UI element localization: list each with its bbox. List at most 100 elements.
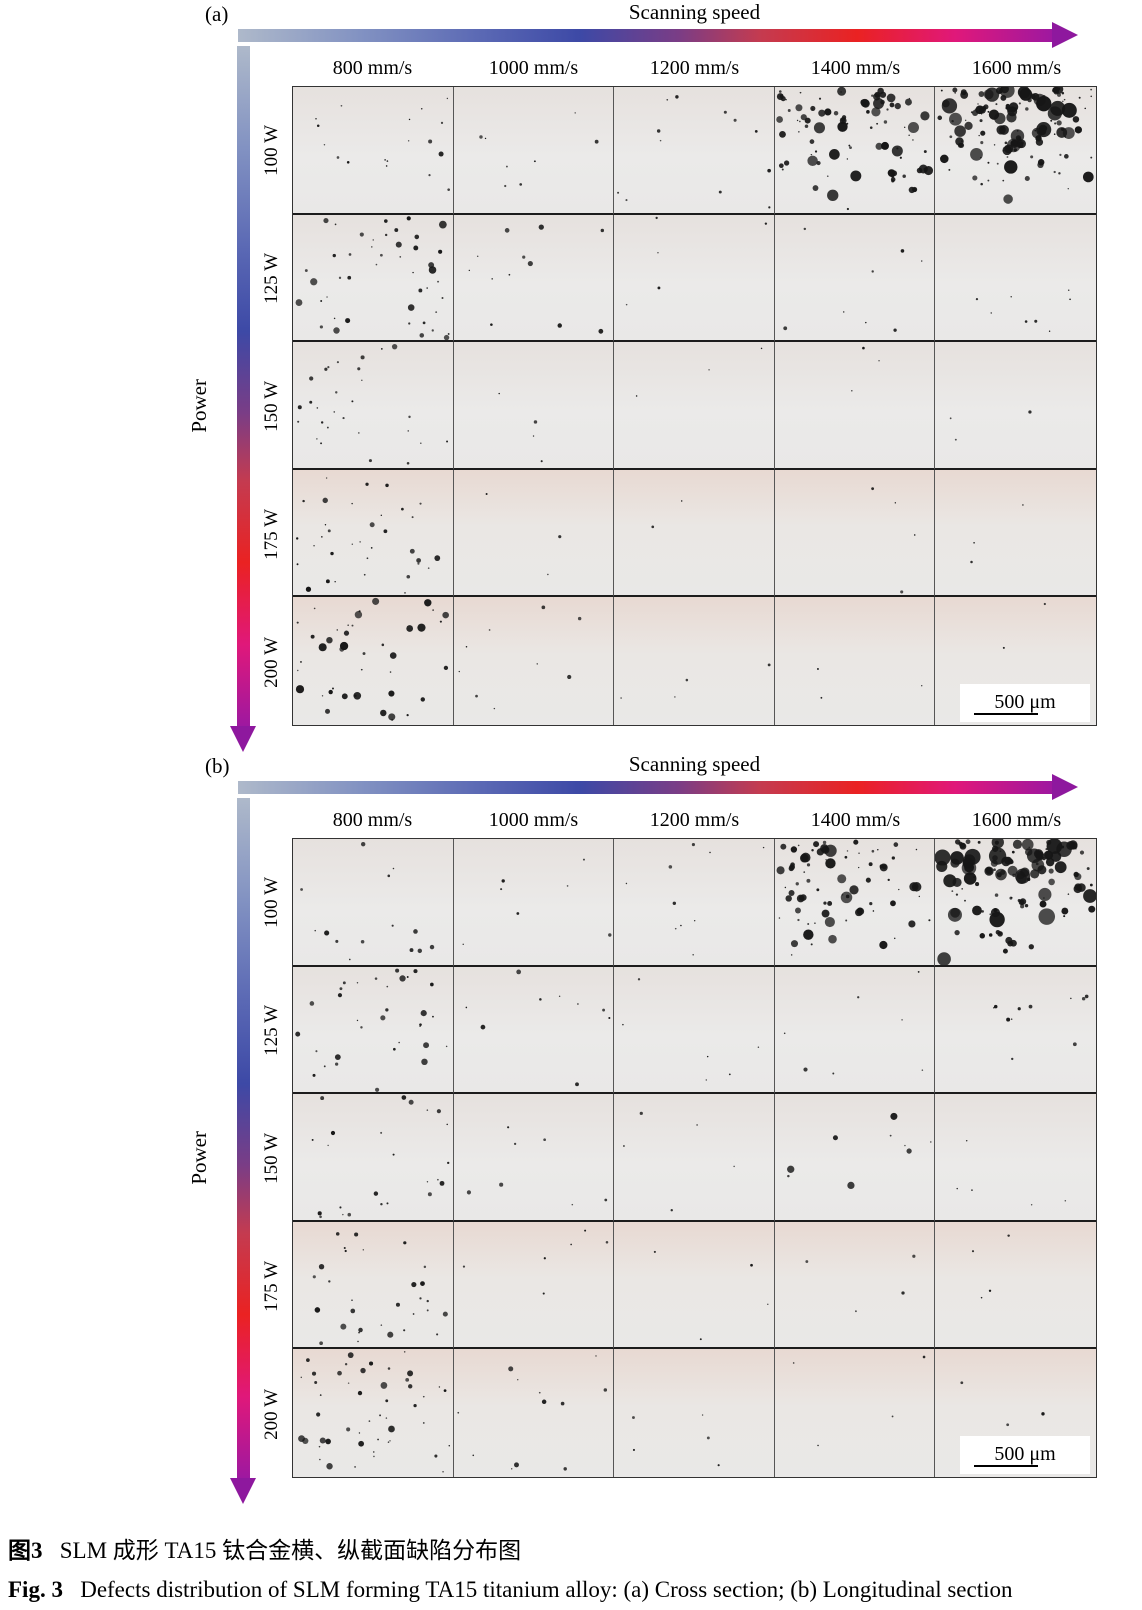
micrograph-cell xyxy=(935,214,1096,343)
row-label-text: 100 W xyxy=(261,124,282,176)
row-label-text: 200 W xyxy=(261,1388,282,1440)
micrograph-cell xyxy=(614,1094,775,1222)
x-axis-title: Scanning speed xyxy=(628,0,761,24)
micrograph-cell xyxy=(293,839,454,967)
x-axis-arrow-shaft xyxy=(238,29,1053,42)
micrograph-cell xyxy=(614,839,775,967)
micrograph-cell xyxy=(453,839,615,967)
y-axis-arrow-shaft xyxy=(237,798,250,1478)
column-label: 1400 mm/s xyxy=(810,57,901,79)
micrograph-grid xyxy=(292,86,1097,726)
micrograph-cell xyxy=(293,1349,454,1477)
micrograph-cell xyxy=(774,1349,936,1477)
caption-chinese-label: 图3 xyxy=(8,1538,43,1563)
micrograph-cell xyxy=(293,1094,454,1222)
panel-b: (b) Scanning speed 800 mm/s 1000 mm/s 12… xyxy=(0,752,1142,1504)
micrograph-cell xyxy=(453,1349,615,1477)
row-label-text: 125 W xyxy=(261,1004,282,1056)
column-label: 1600 mm/s xyxy=(971,809,1062,831)
micrograph-cell xyxy=(614,214,775,343)
micrograph-cell xyxy=(935,87,1096,215)
micrograph-grid xyxy=(292,838,1097,1478)
caption-english: Fig. 3 Defects distribution of SLM formi… xyxy=(8,1577,1013,1603)
micrograph-cell xyxy=(774,966,936,1095)
x-axis-arrowhead-icon xyxy=(1052,22,1078,48)
micrograph-cell xyxy=(774,87,936,215)
scale-bar: 500 μm xyxy=(960,1436,1090,1474)
panel-a-letter: (a) xyxy=(205,2,229,26)
row-label-text: 175 W xyxy=(261,508,282,560)
micrograph-cell xyxy=(935,1221,1096,1350)
micrograph-cell xyxy=(453,1094,615,1222)
micrograph-cell xyxy=(774,839,936,967)
row-label: 175 W xyxy=(256,1222,288,1350)
x-axis-arrow-shaft xyxy=(238,781,1053,794)
micrograph-cell xyxy=(935,342,1096,470)
micrograph-cell xyxy=(293,87,454,215)
micrograph-cell xyxy=(614,1349,775,1477)
scale-bar-line xyxy=(974,1465,1038,1467)
column-labels: 800 mm/s 1000 mm/s 1200 mm/s 1400 mm/s 1… xyxy=(292,54,1097,82)
y-axis-arrow-shaft xyxy=(237,46,250,726)
row-label-text: 175 W xyxy=(261,1260,282,1312)
y-axis-title-text: Power xyxy=(186,1131,211,1185)
micrograph-cell xyxy=(774,1094,936,1222)
column-label: 1400 mm/s xyxy=(810,809,901,831)
x-axis-arrowhead-icon xyxy=(1052,774,1078,800)
micrograph-cell xyxy=(293,469,454,598)
micrograph-cell xyxy=(935,966,1096,1095)
micrograph-cell xyxy=(935,1094,1096,1222)
micrograph-cell xyxy=(614,469,775,598)
row-label: 200 W xyxy=(256,598,288,726)
row-label: 125 W xyxy=(256,214,288,342)
y-axis-title-text: Power xyxy=(186,379,211,433)
micrograph-cell xyxy=(453,87,615,215)
micrograph-cell xyxy=(293,342,454,470)
micrograph-cell xyxy=(774,214,936,343)
row-label: 150 W xyxy=(256,342,288,470)
micrograph-cell xyxy=(774,1221,936,1350)
y-axis-arrowhead-icon xyxy=(230,726,256,752)
row-labels: 100 W 125 W 150 W 175 W 200 W xyxy=(256,838,288,1478)
row-label: 175 W xyxy=(256,470,288,598)
scale-bar-label: 500 μm xyxy=(994,691,1056,713)
micrograph-cell xyxy=(774,597,936,725)
micrograph-cell xyxy=(293,1221,454,1350)
micrograph-cell xyxy=(293,214,454,343)
panel-a: (a) Scanning speed 800 mm/s 1000 mm/s 12… xyxy=(0,0,1142,752)
column-label: 1000 mm/s xyxy=(488,57,579,79)
column-label: 1200 mm/s xyxy=(649,809,740,831)
y-axis-arrowhead-icon xyxy=(230,1478,256,1504)
micrograph-cell xyxy=(935,839,1096,967)
micrograph-cell xyxy=(774,342,936,470)
row-label-text: 200 W xyxy=(261,636,282,688)
panel-b-letter: (b) xyxy=(205,754,230,778)
row-labels: 100 W 125 W 150 W 175 W 200 W xyxy=(256,86,288,726)
row-label: 150 W xyxy=(256,1094,288,1222)
micrograph-cell xyxy=(453,966,615,1095)
scale-bar: 500 μm xyxy=(960,684,1090,722)
y-axis-title: Power xyxy=(186,838,212,1478)
scale-bar-label: 500 μm xyxy=(994,1443,1056,1465)
column-label: 1600 mm/s xyxy=(971,57,1062,79)
caption-chinese: 图3 SLM 成形 TA15 钛合金横、纵截面缺陷分布图 xyxy=(8,1531,521,1565)
column-label: 800 mm/s xyxy=(332,57,413,79)
micrograph-cell xyxy=(453,597,615,725)
micrograph-cell xyxy=(774,469,936,598)
micrograph-cell xyxy=(614,342,775,470)
column-labels: 800 mm/s 1000 mm/s 1200 mm/s 1400 mm/s 1… xyxy=(292,806,1097,834)
row-label: 200 W xyxy=(256,1350,288,1478)
row-label-text: 125 W xyxy=(261,252,282,304)
row-label-text: 150 W xyxy=(261,1132,282,1184)
caption-english-text: Defects distribution of SLM forming TA15… xyxy=(80,1577,1013,1602)
micrograph-cell xyxy=(453,342,615,470)
column-label: 1000 mm/s xyxy=(488,809,579,831)
micrograph-cell xyxy=(453,1221,615,1350)
caption-english-label: Fig. 3 xyxy=(8,1577,63,1602)
micrograph-cell xyxy=(935,469,1096,598)
micrograph-cell xyxy=(453,469,615,598)
row-label-text: 100 W xyxy=(261,876,282,928)
micrograph-cell xyxy=(614,966,775,1095)
column-label: 1200 mm/s xyxy=(649,57,740,79)
